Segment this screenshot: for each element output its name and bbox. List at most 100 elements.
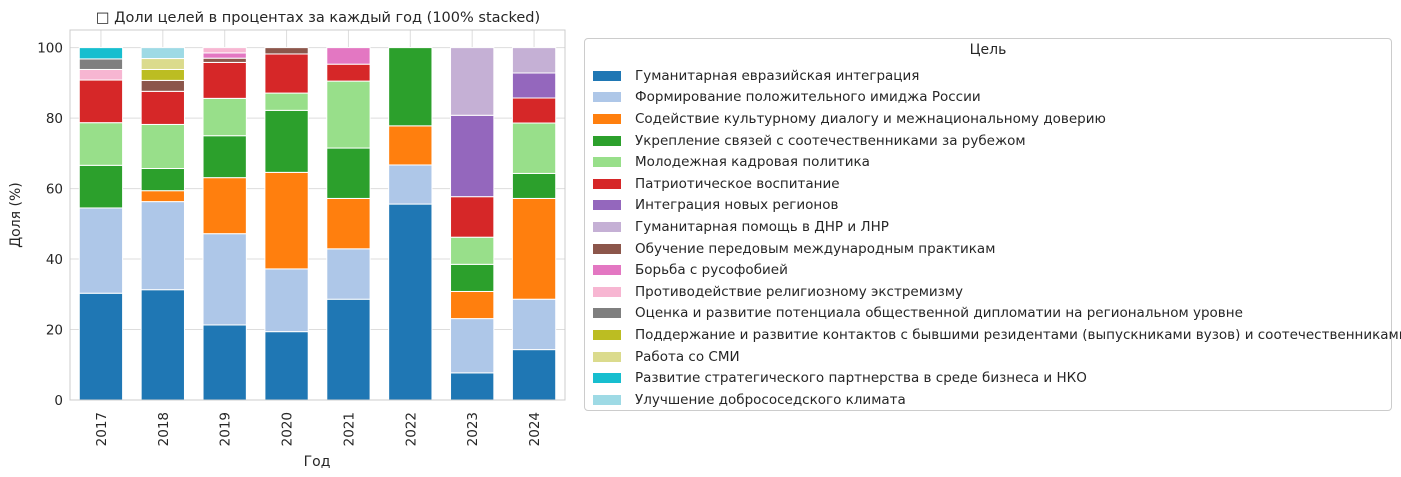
bar-segment (140, 289, 185, 401)
legend-label: Содействие культурному диалогу и межнаци… (635, 110, 1106, 127)
bar-segment (78, 47, 124, 60)
x-tick-label: 2017 (94, 412, 110, 446)
legend-swatch (593, 178, 621, 189)
bar-segment (388, 164, 433, 205)
bar-segment (511, 298, 557, 351)
legend-swatch (593, 157, 621, 168)
bar-segment (326, 248, 371, 300)
legend-swatch (593, 221, 621, 232)
bar-segment (450, 47, 495, 116)
legend-item: Содействие культурному диалогу и межнаци… (593, 108, 1401, 130)
bar-segment (511, 47, 557, 74)
bar-segment (388, 203, 433, 401)
legend: Цель Гуманитарная евразийская интеграция… (584, 38, 1401, 411)
legend-label: Формирование положительного имиджа Росси… (635, 89, 981, 106)
y-tick-label: 20 (46, 323, 63, 339)
legend-item: Поддержание и развитие контактов с бывши… (593, 324, 1401, 346)
bar-segment (450, 290, 495, 320)
bar-segment (388, 47, 433, 127)
legend-label: Укрепление связей с соотечественниками з… (635, 132, 1026, 149)
legend-swatch (593, 243, 621, 254)
legend-label: Интеграция новых регионов (635, 197, 839, 214)
y-tick-label: 40 (46, 252, 63, 268)
legend-item: Интеграция новых регионов (593, 195, 1401, 217)
bar-segment (140, 167, 185, 192)
bar-segment (140, 68, 185, 81)
bar-segment (264, 53, 309, 94)
legend-swatch (593, 135, 621, 146)
legend-item: Противодействие религиозному экстремизму (593, 281, 1401, 303)
legend-swatch (593, 351, 621, 362)
bar-segment (78, 68, 124, 81)
bar-segment (140, 123, 185, 169)
bar-segment (140, 90, 185, 125)
bar-segment (140, 201, 185, 291)
legend-item: Борьба с русофобией (593, 259, 1401, 281)
bar-segment (511, 172, 557, 199)
bar-segment (202, 47, 247, 54)
bar-segment (202, 233, 247, 326)
bar-segment (78, 292, 124, 401)
y-tick-label: 100 (37, 41, 63, 57)
x-tick-label: 2020 (280, 412, 296, 446)
legend-swatch (593, 394, 621, 405)
bar-segment (140, 58, 185, 70)
bar-segment (202, 324, 247, 401)
legend-label: Гуманитарная помощь в ДНР и ЛНР (635, 218, 889, 235)
bar-segment (326, 80, 371, 149)
bar-segment (450, 236, 495, 265)
bar-segment (511, 97, 557, 124)
bar-segment (511, 197, 557, 300)
bar-segment (264, 331, 309, 401)
legend-item: Укрепление связей с соотечественниками з… (593, 130, 1401, 152)
bar-segment (264, 47, 309, 55)
legend-label: Развитие стратегического партнерства в с… (635, 370, 1087, 387)
legend-item: Работа со СМИ (593, 346, 1401, 368)
bar-segment (450, 263, 495, 292)
bar-segment (78, 164, 124, 209)
legend-swatch (593, 70, 621, 81)
legend-swatch (593, 113, 621, 124)
x-tick-labels: 2017 2018 2019 2020 2021 2022 2023 2024 (94, 412, 543, 446)
bar-segment (202, 52, 247, 59)
y-axis-label: Доля (%) (8, 182, 24, 248)
bar-segment (450, 318, 495, 374)
x-tick-label: 2024 (527, 412, 543, 446)
legend-label: Патриотическое воспитание (635, 175, 840, 192)
legend-label: Обучение передовым международным практик… (635, 240, 996, 257)
bar-segment (202, 57, 247, 63)
legend-item: Формирование положительного имиджа Росси… (593, 87, 1401, 109)
legend-swatch (593, 286, 621, 297)
bar-segment (511, 122, 557, 174)
bar-segment (202, 61, 247, 99)
legend-swatch (593, 373, 621, 384)
x-tick-label: 2023 (465, 412, 481, 446)
legend-items: Гуманитарная евразийская интеграция Форми… (593, 65, 1401, 411)
y-tick-label: 60 (46, 182, 63, 198)
legend-item: Развитие стратегического партнерства в с… (593, 367, 1401, 389)
y-tick-labels: 0 20 40 60 80 100 (37, 41, 63, 409)
bar-segment (511, 349, 557, 401)
legend-swatch (593, 308, 621, 319)
legend-item: Оценка и развитие потенциала общественно… (593, 303, 1401, 325)
bar-segment (202, 135, 247, 179)
x-tick-label: 2022 (403, 412, 419, 446)
bar-segment (326, 47, 371, 65)
legend-item: Улучшение добрососедского климата (593, 389, 1401, 411)
legend-label: Гуманитарная евразийская интеграция (635, 67, 920, 84)
legend-label: Оценка и развитие потенциала общественно… (635, 305, 1243, 322)
x-tick-label: 2021 (341, 412, 357, 446)
y-tick-label: 0 (54, 393, 63, 409)
legend-swatch (593, 265, 621, 276)
bar-segment (202, 177, 247, 235)
bar-segment (511, 72, 557, 99)
legend-label: Молодежная кадровая политика (635, 154, 870, 171)
x-tick-label: 2019 (218, 412, 234, 446)
legend-swatch (593, 92, 621, 103)
bar-segment (326, 298, 371, 401)
bar-segment (450, 372, 495, 401)
legend-label: Улучшение добрососедского климата (635, 391, 906, 408)
bar-segment (140, 79, 185, 92)
bars-group (78, 47, 557, 401)
legend-swatch (593, 329, 621, 340)
